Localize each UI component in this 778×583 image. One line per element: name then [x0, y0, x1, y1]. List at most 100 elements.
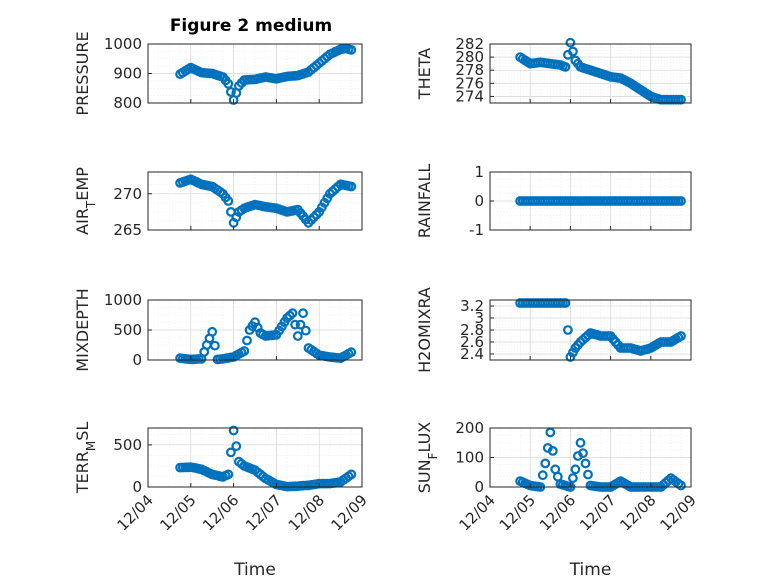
data-point	[225, 447, 236, 458]
x-tick-label: 12/06	[536, 491, 579, 534]
data-point	[676, 480, 686, 491]
data-point	[209, 340, 220, 351]
figure-title: Figure 2 medium	[170, 16, 332, 36]
y-tick-label: 276	[455, 74, 484, 92]
data-point	[545, 427, 556, 438]
y-tick-label: 2.6	[460, 333, 484, 351]
data-point	[295, 319, 306, 330]
data-point	[565, 37, 576, 48]
x-tick-label: 12/09	[328, 491, 371, 534]
y-tick-label: 265	[113, 221, 142, 239]
y-axis-label: SUNFLUX	[415, 422, 440, 494]
data-point	[575, 437, 586, 448]
data-point	[568, 46, 578, 57]
y-tick-label: 1	[474, 163, 484, 181]
data-point	[676, 331, 686, 341]
data-point	[292, 331, 303, 341]
y-axis-label: MIXDEPTH	[73, 288, 92, 371]
data-point	[547, 446, 558, 456]
subplot-mixdepth: 0 500 1000 MIXDEPTH	[73, 288, 363, 372]
data-point	[298, 308, 309, 319]
data-point	[583, 469, 593, 480]
x-axis-label: Time	[233, 560, 276, 580]
subplot-air-temp: 265 270 AIRTEMP	[73, 167, 363, 239]
data-point	[239, 346, 250, 356]
data-point	[207, 326, 218, 337]
y-axis-label: RAINFALL	[415, 164, 434, 239]
x-tick-label: 12/08	[285, 491, 328, 534]
y-tick-label: 200	[455, 419, 484, 437]
y-tick-label: 1000	[104, 291, 142, 309]
y-tick-label: 0	[132, 478, 142, 496]
subplot-h2omixra: 2.42.62.833.2 H2OMIXRA	[415, 287, 692, 373]
y-tick-label: 3.2	[460, 297, 484, 315]
data-point	[223, 78, 234, 89]
y-tick-label: 274	[455, 87, 484, 105]
x-tick-label: 12/04	[456, 491, 499, 534]
axes-box	[489, 43, 692, 104]
axes-box	[147, 171, 363, 231]
y-tick-label: 282	[455, 35, 484, 53]
y-tick-label: 2.4	[460, 345, 484, 363]
y-tick-label: -1	[469, 221, 484, 239]
x-tick-label: 12/06	[199, 491, 242, 534]
data-point	[537, 470, 548, 481]
data-point	[570, 464, 581, 475]
y-axis-label: H2OMIXRA	[415, 287, 434, 373]
data-point	[568, 473, 578, 484]
data-point	[231, 441, 242, 452]
subplot-pressure: 800 900 1000 PRESSURE	[73, 31, 363, 116]
x-tick-label: 12/09	[657, 491, 700, 534]
y-tick-label: 500	[113, 321, 142, 339]
x-axis-label: Time	[569, 560, 612, 580]
data-point	[676, 196, 686, 206]
data-point	[540, 458, 551, 469]
subplot-terr-msl: 0 500 12/04 12/05 12/06 12/07 12/08 12/09 TERRMS…	[73, 422, 371, 580]
x-tick-label: 12/05	[496, 491, 539, 534]
x-tick-label: 12/05	[156, 491, 199, 534]
y-tick-label: 0	[474, 478, 484, 496]
y-axis-label: AIRTEMP	[73, 167, 98, 235]
data-point	[346, 45, 357, 55]
data-point	[242, 335, 252, 346]
data-point	[346, 469, 357, 480]
x-tick-label: 12/04	[114, 491, 157, 534]
y-tick-label: 3	[474, 309, 484, 327]
axes-frame	[147, 427, 363, 488]
y-tick-label: 100	[455, 449, 484, 467]
y-tick-label: 0	[132, 351, 142, 369]
data-point	[346, 181, 357, 192]
data-point	[228, 425, 239, 436]
data-point	[225, 86, 236, 97]
axes-box	[147, 427, 363, 488]
data-point	[346, 347, 357, 358]
x-tick-label: 12/07	[576, 491, 619, 534]
y-tick-label: 0	[474, 192, 484, 210]
data-point	[560, 298, 571, 308]
data-point	[563, 325, 573, 335]
y-axis-label: THETA	[415, 48, 434, 100]
x-tick-label: 12/08	[616, 491, 659, 534]
data-point	[580, 458, 591, 469]
y-tick-label: 2.8	[460, 321, 484, 339]
y-tick-label: 1000	[104, 35, 142, 53]
y-tick-label: 900	[113, 65, 142, 83]
y-tick-label: 280	[455, 48, 484, 66]
subplot-rainfall: -1 0 1 RAINFALL	[415, 163, 692, 239]
data-point	[578, 448, 588, 459]
y-axis-label: TERRMSL	[73, 422, 98, 495]
y-tick-label: 500	[113, 436, 142, 454]
data-point	[290, 319, 301, 330]
data-point	[223, 469, 234, 480]
data-point	[300, 325, 311, 336]
x-tick-label: 12/07	[242, 491, 285, 534]
data-point	[287, 308, 298, 319]
y-tick-label: 270	[113, 185, 142, 203]
data-point	[223, 196, 234, 206]
y-axis-label: PRESSURE	[73, 31, 92, 115]
y-tick-label: 800	[113, 94, 142, 112]
y-tick-label: 278	[455, 61, 484, 79]
data-point	[560, 62, 571, 72]
